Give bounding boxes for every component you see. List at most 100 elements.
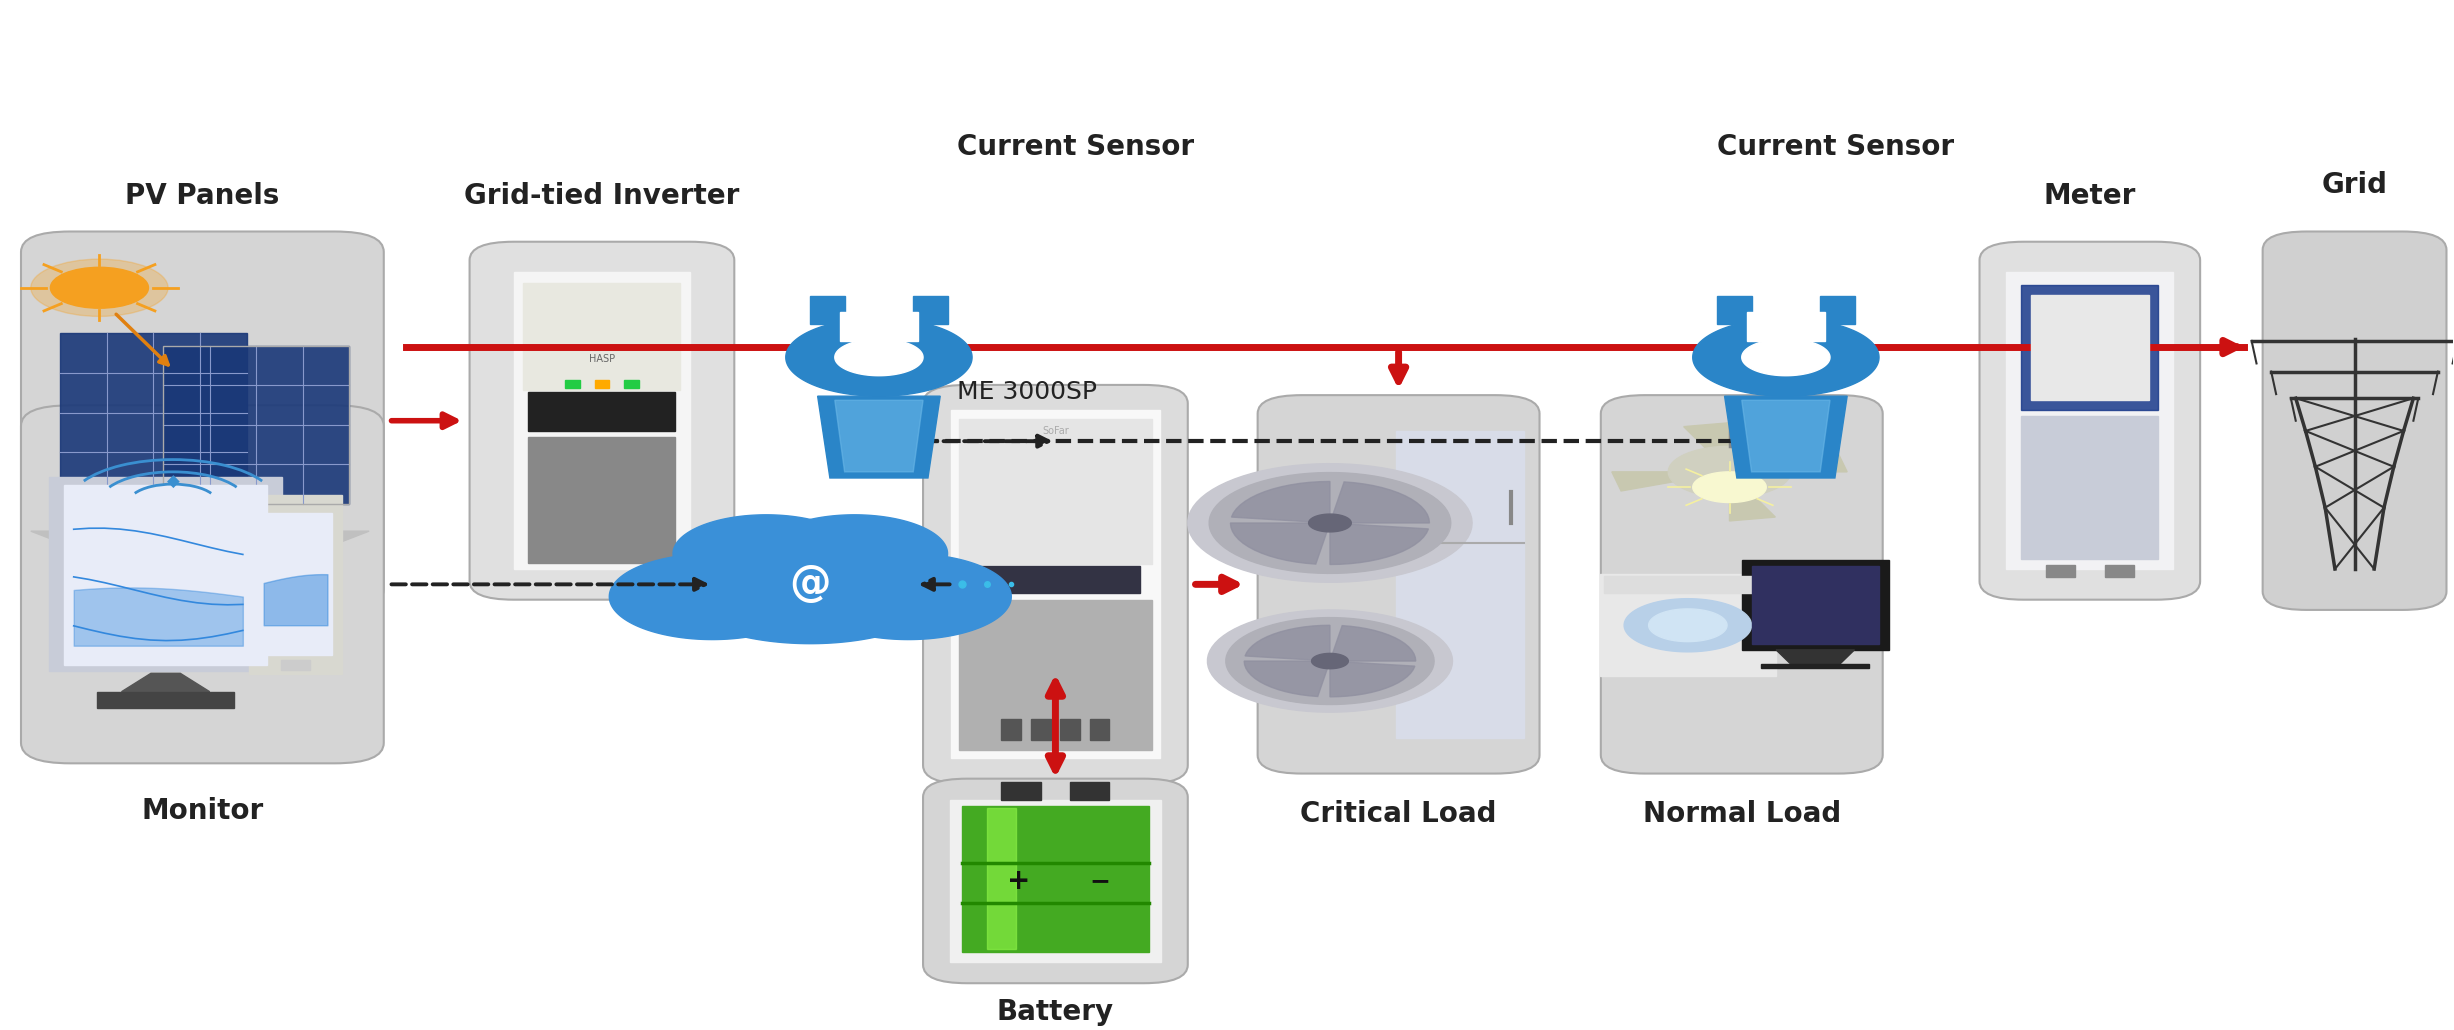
Polygon shape	[1730, 472, 1774, 521]
Polygon shape	[1330, 523, 1428, 564]
Polygon shape	[523, 282, 680, 390]
Polygon shape	[1762, 664, 1870, 668]
Polygon shape	[1244, 625, 1330, 661]
Polygon shape	[1330, 661, 1416, 697]
Polygon shape	[960, 418, 1153, 563]
Text: Grid-tied Inverter: Grid-tied Inverter	[464, 181, 739, 210]
FancyBboxPatch shape	[469, 242, 734, 599]
Polygon shape	[950, 800, 1161, 962]
FancyBboxPatch shape	[2263, 232, 2447, 610]
FancyBboxPatch shape	[1600, 396, 1882, 774]
Polygon shape	[513, 272, 690, 569]
Polygon shape	[1742, 559, 1890, 650]
Polygon shape	[623, 380, 638, 388]
Polygon shape	[1612, 472, 1730, 491]
Text: PV Panels: PV Panels	[125, 181, 280, 210]
Polygon shape	[609, 554, 815, 640]
Polygon shape	[952, 411, 1161, 758]
Polygon shape	[1210, 473, 1450, 574]
Polygon shape	[1207, 610, 1453, 712]
Polygon shape	[960, 599, 1153, 750]
Polygon shape	[280, 659, 309, 670]
Polygon shape	[1001, 719, 1021, 740]
Polygon shape	[1730, 453, 1848, 472]
Text: −: −	[1090, 869, 1109, 893]
FancyBboxPatch shape	[1256, 396, 1539, 774]
Text: ME 3000SP: ME 3000SP	[957, 380, 1097, 404]
Polygon shape	[839, 312, 918, 341]
Text: ◆: ◆	[167, 473, 179, 491]
Polygon shape	[98, 692, 233, 708]
FancyBboxPatch shape	[923, 385, 1188, 784]
Polygon shape	[1747, 312, 1826, 341]
Text: Current Sensor: Current Sensor	[1718, 133, 1953, 161]
Polygon shape	[528, 437, 675, 562]
Polygon shape	[61, 334, 245, 491]
Polygon shape	[2022, 284, 2160, 411]
Polygon shape	[1777, 650, 1855, 664]
Polygon shape	[817, 397, 940, 478]
Text: Meter: Meter	[2044, 181, 2135, 210]
Circle shape	[52, 268, 147, 308]
Polygon shape	[785, 318, 972, 397]
Polygon shape	[1330, 625, 1416, 661]
Polygon shape	[1396, 431, 1524, 737]
Polygon shape	[594, 380, 609, 388]
FancyBboxPatch shape	[22, 232, 383, 610]
Polygon shape	[1683, 422, 1730, 472]
Polygon shape	[1742, 401, 1831, 472]
Text: +: +	[1006, 867, 1031, 895]
Text: Current Sensor: Current Sensor	[957, 133, 1195, 161]
Polygon shape	[1330, 482, 1431, 523]
Polygon shape	[1227, 618, 1433, 705]
Polygon shape	[761, 515, 947, 592]
Polygon shape	[1600, 574, 1777, 677]
Polygon shape	[834, 401, 923, 472]
Polygon shape	[667, 525, 952, 644]
Polygon shape	[32, 531, 368, 544]
Circle shape	[32, 260, 167, 316]
Polygon shape	[123, 674, 209, 692]
Polygon shape	[2022, 415, 2160, 559]
Polygon shape	[564, 380, 579, 388]
Text: Grid: Grid	[2321, 171, 2388, 200]
Polygon shape	[248, 494, 341, 674]
Polygon shape	[1752, 565, 1880, 644]
Polygon shape	[834, 339, 923, 376]
Polygon shape	[962, 806, 1148, 952]
Polygon shape	[1742, 339, 1831, 376]
Polygon shape	[1725, 397, 1848, 478]
Polygon shape	[2032, 295, 2150, 401]
Polygon shape	[1669, 446, 1791, 497]
Polygon shape	[1718, 296, 1752, 323]
Polygon shape	[972, 565, 1141, 592]
Polygon shape	[162, 345, 348, 504]
Polygon shape	[1693, 318, 1880, 397]
Polygon shape	[2106, 564, 2135, 577]
Polygon shape	[2047, 564, 2076, 577]
Polygon shape	[1821, 296, 1855, 323]
Polygon shape	[1090, 719, 1109, 740]
Polygon shape	[1229, 523, 1330, 564]
Text: @: @	[790, 563, 832, 606]
Polygon shape	[64, 485, 267, 665]
Polygon shape	[49, 477, 282, 672]
Text: SoFar: SoFar	[1043, 426, 1070, 436]
Polygon shape	[672, 515, 859, 592]
Polygon shape	[1001, 782, 1040, 800]
FancyBboxPatch shape	[1980, 242, 2201, 599]
Polygon shape	[258, 513, 331, 655]
Polygon shape	[1244, 661, 1330, 696]
Polygon shape	[810, 296, 844, 323]
Text: Monitor: Monitor	[142, 797, 263, 825]
Text: Critical Load: Critical Load	[1301, 800, 1497, 828]
Polygon shape	[805, 554, 1011, 640]
Polygon shape	[1188, 464, 1472, 582]
FancyBboxPatch shape	[22, 406, 383, 763]
Text: Battery: Battery	[996, 998, 1114, 1026]
Polygon shape	[1031, 719, 1050, 740]
Text: Normal Load: Normal Load	[1642, 800, 1840, 828]
Polygon shape	[2007, 272, 2174, 569]
Polygon shape	[913, 296, 947, 323]
Polygon shape	[1060, 719, 1080, 740]
